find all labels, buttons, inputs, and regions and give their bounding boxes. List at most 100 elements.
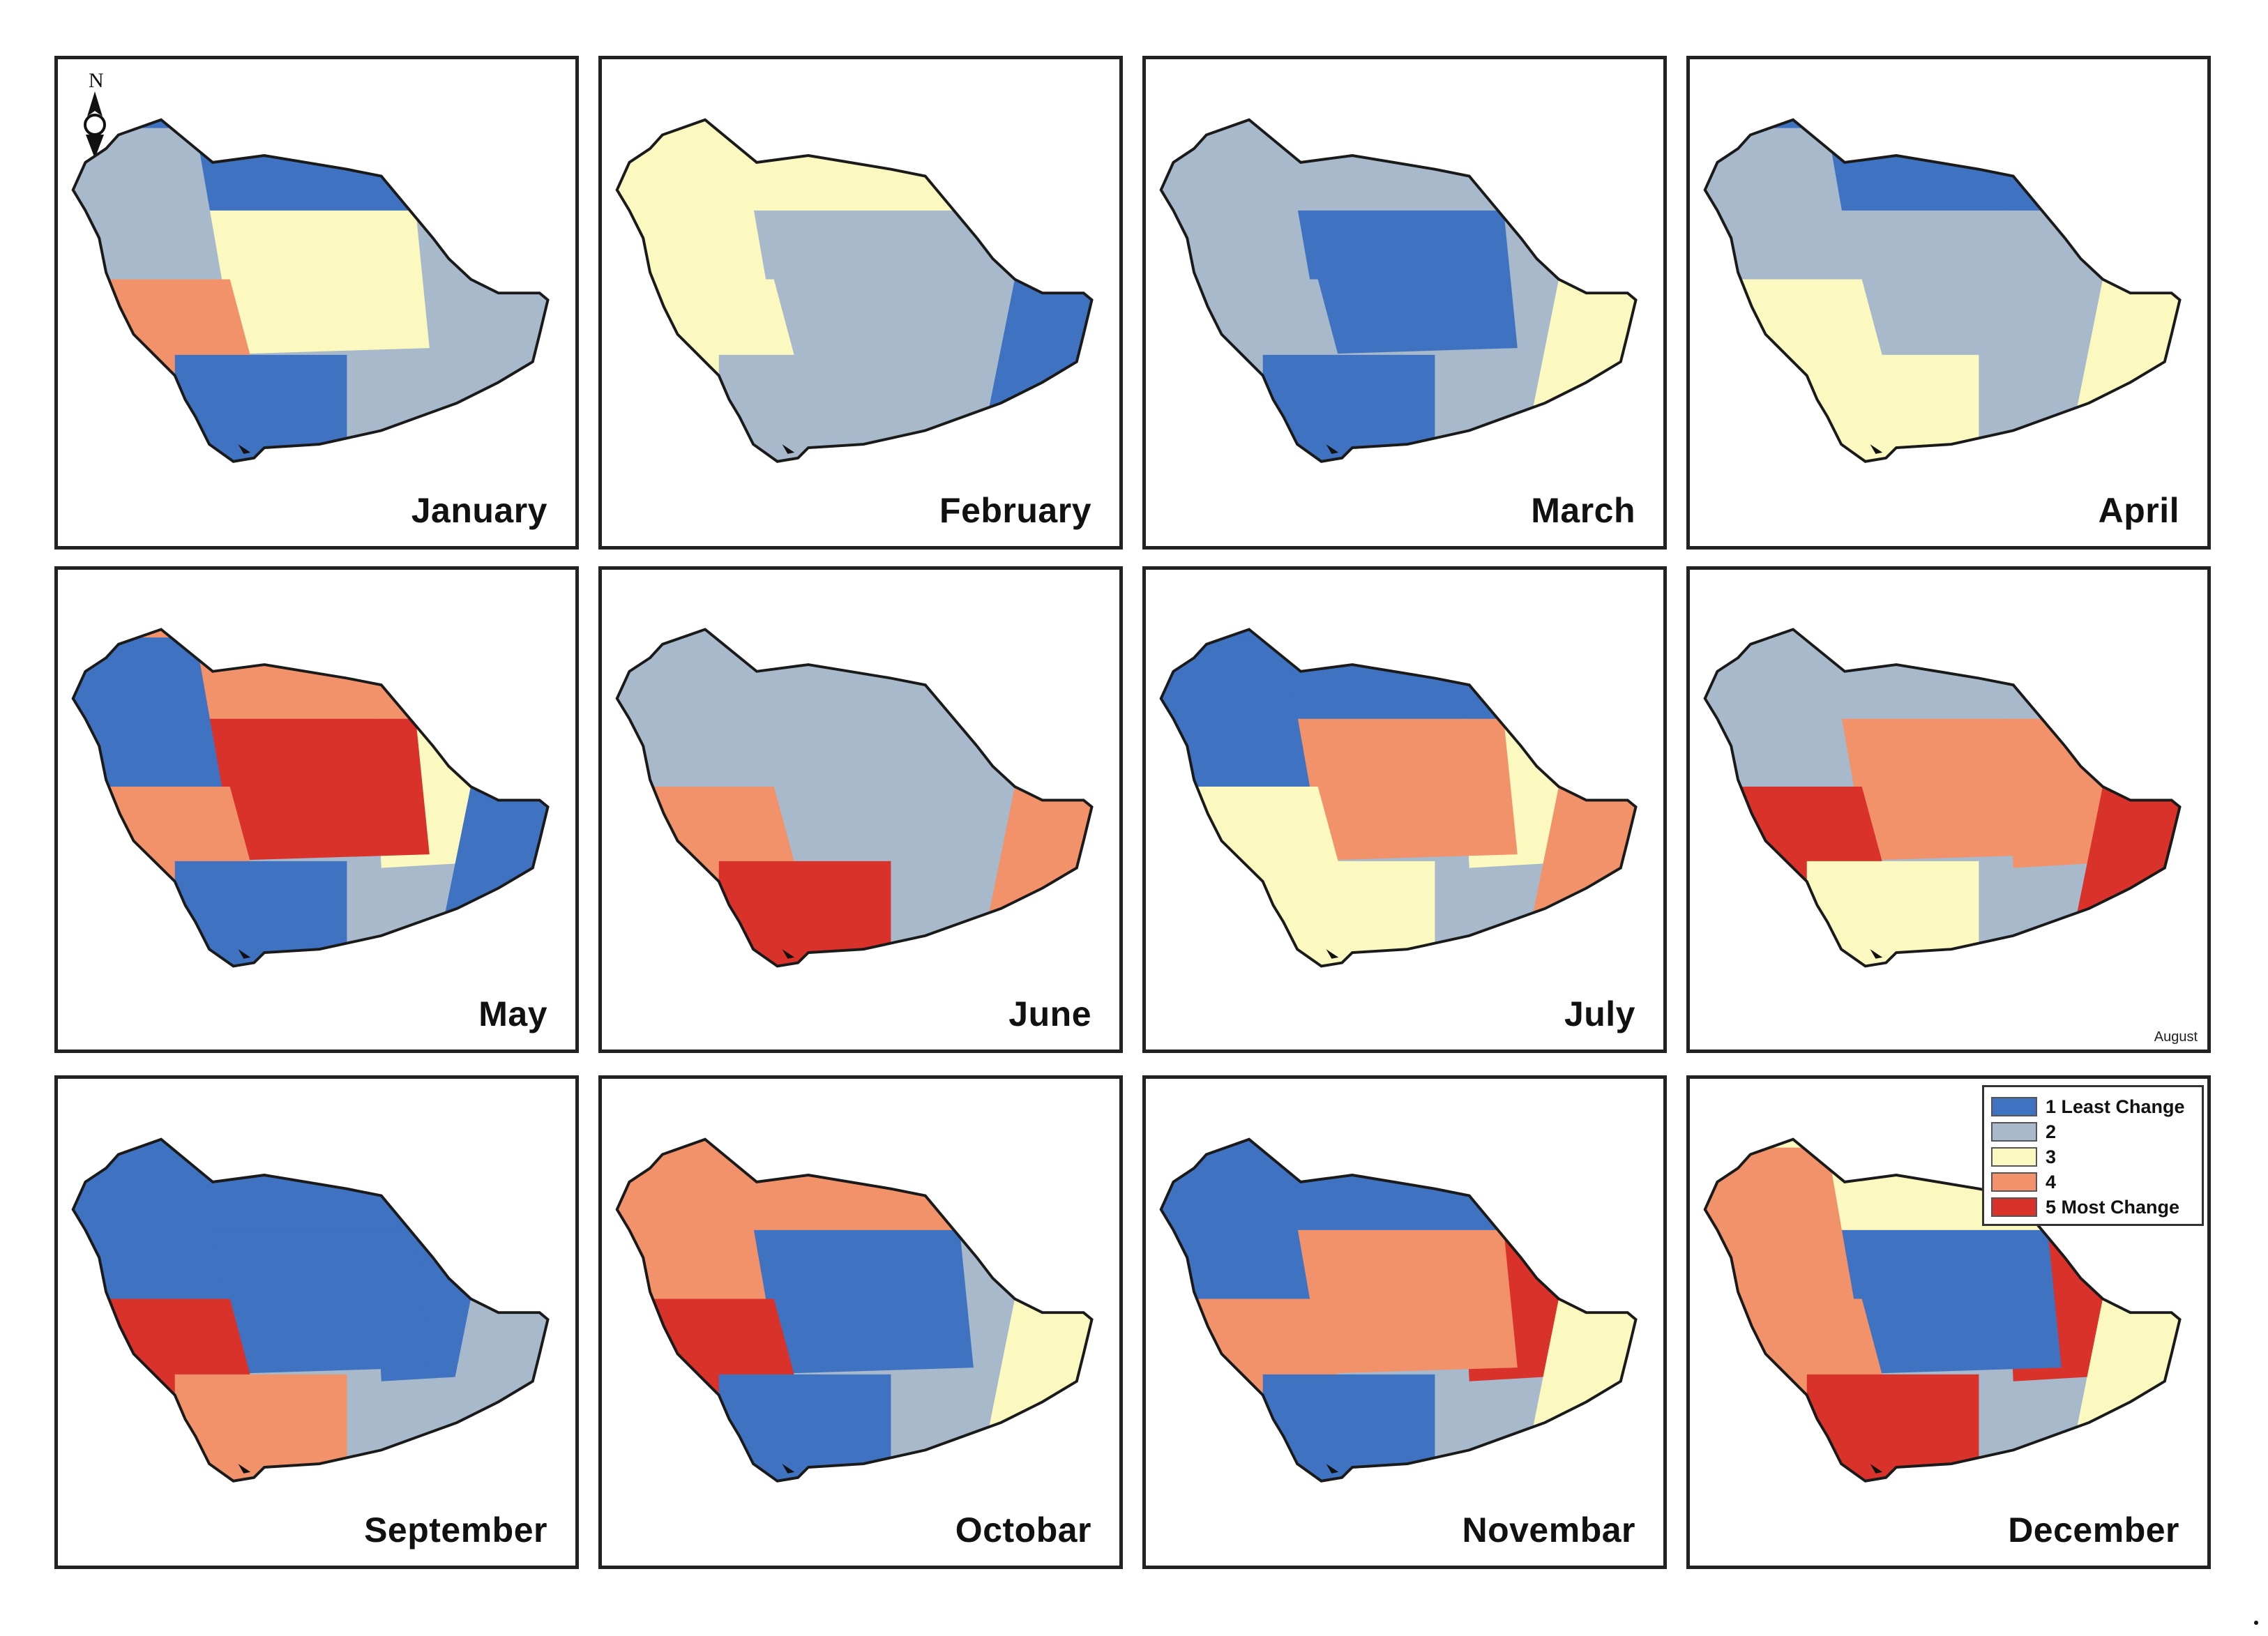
region-center (1283, 718, 1518, 861)
legend-label: 2 (2046, 1121, 2057, 1142)
region-center (195, 1229, 430, 1374)
region-south (718, 354, 891, 462)
country-outline (1159, 1137, 1638, 1483)
country-outline (71, 628, 550, 968)
country-outline (1159, 118, 1638, 463)
region-south (174, 354, 347, 462)
legend-swatch (1991, 1122, 2037, 1142)
region-south (1806, 354, 1979, 462)
country-outline (1703, 118, 2182, 463)
region-center (739, 1229, 974, 1374)
region-center (1827, 718, 2062, 861)
region-south (1806, 1374, 1979, 1481)
region-south (1262, 861, 1435, 967)
saudi-arabia-map (71, 1137, 550, 1483)
saudi-arabia-map (615, 628, 1094, 968)
region-south (718, 1374, 891, 1481)
region-south (174, 1374, 347, 1481)
saudi-arabia-map (615, 1137, 1094, 1483)
map-panel: September (54, 1075, 579, 1569)
pointer-arrow-icon (782, 1464, 795, 1474)
saudi-arabia-map (1703, 118, 2182, 463)
country-outline (615, 628, 1094, 968)
region-center (195, 210, 430, 355)
pointer-arrow-icon (1326, 1464, 1339, 1474)
pointer-arrow-icon (238, 444, 251, 454)
legend-label: 3 (2046, 1146, 2057, 1167)
saudi-arabia-map (1159, 118, 1638, 463)
legend-swatch (1991, 1197, 2037, 1217)
saudi-arabia-map (71, 628, 550, 968)
legend-item: 5 Most Change (1991, 1195, 2195, 1220)
north-symbol: N (89, 69, 104, 92)
legend: 1 Least Change 2 3 4 5 Most Change (1982, 1085, 2204, 1226)
month-label: December (2008, 1510, 2179, 1550)
pointer-arrow-icon (782, 949, 795, 959)
country-outline (71, 118, 550, 463)
month-label: February (939, 491, 1091, 530)
map-panel: February (598, 56, 1123, 550)
map-panel: July (1142, 566, 1667, 1053)
legend-label: 1 Least Change (2046, 1096, 2185, 1117)
north-arrow-icon: N (70, 68, 119, 165)
map-panel: May (54, 566, 579, 1053)
pointer-arrow-icon (1870, 949, 1883, 959)
region-center (1827, 210, 2062, 355)
map-panel: Octobar (598, 1075, 1123, 1569)
pointer-arrow-icon (238, 949, 251, 959)
region-center (1283, 210, 1518, 355)
pointer-arrow-icon (1326, 444, 1339, 454)
month-label: May (478, 994, 547, 1033)
legend-item: 1 Least Change (1991, 1094, 2195, 1119)
legend-label: 4 (2046, 1171, 2057, 1192)
pointer-arrow-icon (1870, 444, 1883, 454)
region-center (739, 210, 974, 355)
pointer-arrow-icon (1326, 949, 1339, 959)
month-label: Novembar (1462, 1510, 1635, 1550)
country-outline (615, 118, 1094, 463)
saudi-arabia-map (615, 118, 1094, 463)
region-south (174, 861, 347, 967)
pointer-arrow-icon (238, 1464, 251, 1474)
map-panel: August (1686, 566, 2211, 1053)
legend-label: 5 Most Change (2046, 1196, 2180, 1218)
month-label: September (364, 1510, 547, 1550)
legend-swatch (1991, 1172, 2037, 1192)
legend-item: 2 (1991, 1119, 2195, 1144)
saudi-arabia-map (1159, 1137, 1638, 1483)
country-outline (615, 1137, 1094, 1483)
legend-swatch (1991, 1147, 2037, 1167)
map-panel: N January (54, 56, 579, 550)
saudi-arabia-map (71, 118, 550, 463)
saudi-arabia-map (1159, 628, 1638, 968)
region-south (1806, 861, 1979, 967)
month-label: January (411, 491, 547, 530)
country-outline (1703, 1137, 2182, 1483)
region-south (1262, 354, 1435, 462)
saudi-arabia-map (1703, 628, 2182, 968)
month-label: June (1008, 994, 1091, 1033)
region-south (718, 861, 891, 967)
region-center (195, 718, 430, 861)
country-outline (1703, 628, 2182, 968)
corner-mark (2254, 1621, 2258, 1625)
region-south (1262, 1374, 1435, 1481)
map-panel: March (1142, 56, 1667, 550)
map-panel: Novembar (1142, 1075, 1667, 1569)
pointer-arrow-icon (1870, 1464, 1883, 1474)
month-label: Octobar (955, 1510, 1091, 1550)
pointer-arrow-icon (782, 444, 795, 454)
month-label: July (1564, 994, 1635, 1033)
country-outline (1159, 628, 1638, 968)
month-label-small: August (2154, 1029, 2198, 1045)
legend-item: 4 (1991, 1169, 2195, 1195)
month-label: March (1531, 491, 1635, 530)
map-panel: April (1686, 56, 2211, 550)
map-panel: June (598, 566, 1123, 1053)
region-center (739, 718, 974, 861)
legend-swatch (1991, 1097, 2037, 1116)
month-label: April (2098, 491, 2179, 530)
country-outline (71, 1137, 550, 1483)
region-center (1827, 1229, 2062, 1374)
